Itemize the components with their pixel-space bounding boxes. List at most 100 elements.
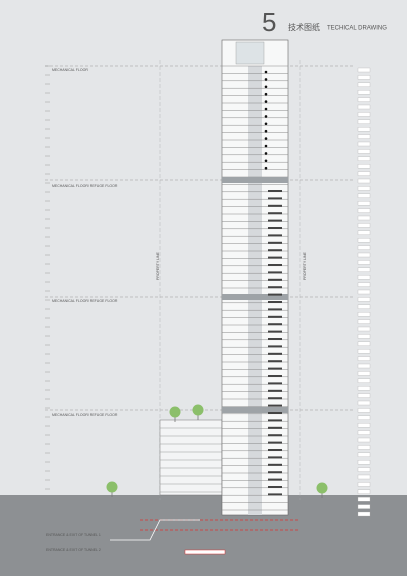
window-band	[268, 249, 282, 252]
level-label: MECHANICAL FLOOR/ REFUGE FLOOR	[52, 184, 118, 188]
tree-crown	[106, 481, 118, 493]
floor-tag	[357, 275, 371, 280]
floor-tag	[357, 67, 371, 73]
window-band	[268, 471, 282, 474]
window-band	[268, 227, 282, 229]
floor-tag	[357, 141, 371, 147]
shaft-dot	[264, 166, 268, 170]
window-band	[268, 293, 282, 296]
floor-tag	[357, 504, 371, 509]
floor-tag	[357, 282, 371, 287]
shaft-dot	[264, 137, 268, 140]
window-band	[268, 412, 282, 414]
tree-crown	[192, 404, 204, 416]
floor-tag	[357, 437, 371, 443]
window-band	[268, 493, 282, 496]
refuge-floor	[222, 407, 288, 413]
refuge-floor	[222, 294, 288, 300]
shaft-dot	[264, 115, 268, 118]
floor-tag	[357, 319, 371, 324]
floor-tag	[357, 467, 371, 472]
floor-tag	[357, 90, 371, 95]
floor-tag	[357, 304, 371, 309]
shaft-dot	[264, 70, 268, 74]
window-band	[268, 241, 282, 244]
window-band	[268, 434, 282, 437]
window-band	[268, 315, 282, 318]
window-band	[268, 367, 282, 370]
floor-tag	[357, 178, 371, 184]
floor-tag	[357, 267, 371, 272]
floor-tag	[357, 164, 371, 169]
floor-tag	[357, 460, 371, 465]
shaft-dot	[264, 129, 268, 133]
floor-tag	[357, 386, 371, 391]
floor-tag	[357, 497, 371, 502]
scale-bar	[184, 549, 226, 555]
floor-tag	[357, 393, 371, 398]
floor-tag	[357, 245, 371, 250]
window-band	[268, 375, 282, 377]
floor-tag	[357, 511, 371, 517]
property-line: PROPERTY LINE	[156, 251, 160, 280]
window-band	[268, 463, 282, 466]
floor-tag	[357, 82, 371, 87]
floor-tag	[357, 289, 371, 295]
floor-tag	[357, 415, 371, 420]
floor-tag	[357, 489, 371, 494]
floor-tag	[357, 260, 371, 265]
floor-tag	[357, 171, 371, 176]
floor-tag	[357, 400, 371, 406]
floor-tag	[357, 341, 371, 346]
shaft-dot	[264, 107, 268, 111]
window-band	[268, 219, 282, 222]
window-band	[268, 256, 282, 259]
floor-tag	[357, 252, 371, 258]
core	[248, 66, 262, 515]
floor-tag	[357, 371, 371, 376]
window-band	[268, 456, 282, 459]
floor-tag	[357, 119, 371, 124]
window-band	[268, 449, 282, 451]
window-band	[268, 308, 282, 311]
floor-tag	[357, 482, 371, 487]
floor-tag	[357, 223, 371, 228]
title-en: TECHICAL DRAWING	[327, 26, 387, 32]
window-band	[268, 486, 282, 488]
window-band	[268, 212, 282, 215]
section-number: 5	[262, 7, 276, 37]
window-band	[268, 286, 282, 289]
window-band	[268, 352, 282, 355]
floor-tag	[357, 230, 371, 235]
window-band	[268, 271, 282, 274]
floor-tag	[357, 156, 371, 161]
property-line: PROPERTY LINE	[303, 251, 307, 280]
shaft-dot	[264, 85, 268, 89]
tunnel-label: ENTRANCE & EXIT OF TUNNEL 1	[46, 533, 101, 537]
floor-tag	[357, 238, 371, 243]
floor-tag	[357, 312, 371, 317]
floor-tag	[357, 363, 371, 369]
shaft-dot	[264, 144, 268, 148]
shaft-dot	[264, 78, 268, 81]
floor-tag	[357, 349, 371, 354]
window-band	[268, 301, 282, 303]
window-band	[268, 204, 282, 207]
shaft-dot	[264, 122, 268, 126]
shaft-dot	[264, 159, 268, 163]
floor-tag	[357, 186, 371, 191]
crown	[235, 41, 265, 65]
shaft-dot	[264, 152, 268, 155]
ground	[0, 495, 407, 576]
window-band	[268, 345, 282, 348]
floor-tag	[357, 127, 371, 132]
floor-tag	[357, 452, 371, 457]
tree-crown	[316, 482, 328, 494]
refuge-floor	[222, 177, 288, 183]
tunnel-label: ENTRANCE & EXIT OF TUNNEL 2	[46, 548, 101, 552]
floor-tag	[357, 201, 371, 206]
floor-tag	[357, 104, 371, 110]
floor-tag	[357, 445, 371, 450]
window-band	[268, 441, 282, 444]
